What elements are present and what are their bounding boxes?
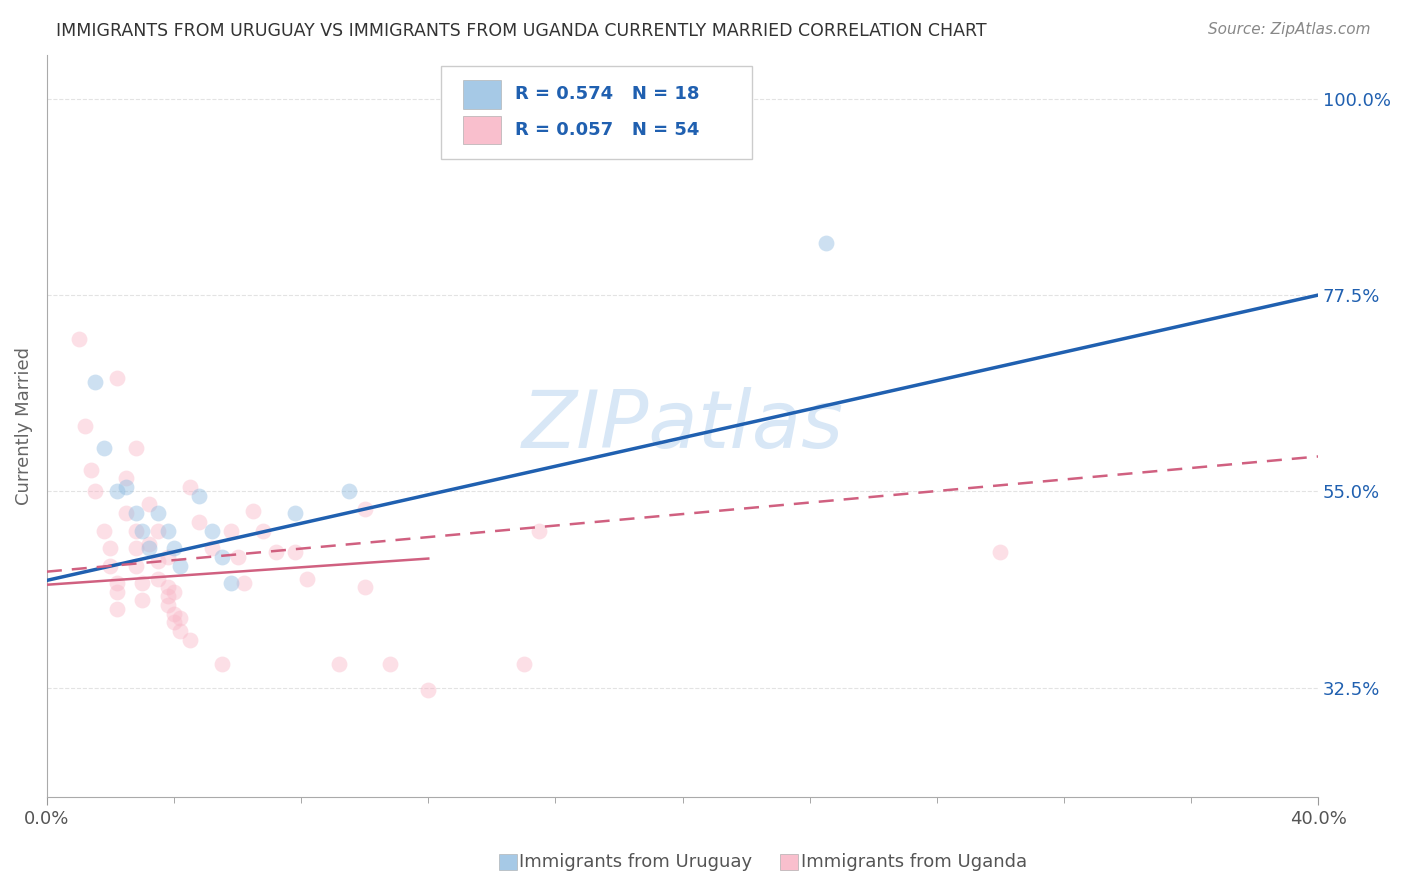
- Point: [211, 657, 233, 672]
- Point: [163, 607, 186, 621]
- Y-axis label: Currently Married: Currently Married: [15, 347, 32, 505]
- Point: [179, 632, 201, 647]
- Point: [188, 489, 211, 503]
- Point: [232, 576, 254, 591]
- Point: [226, 549, 249, 564]
- Point: [105, 484, 128, 499]
- Point: [73, 419, 96, 434]
- Point: [146, 506, 169, 520]
- Point: [156, 598, 179, 612]
- Point: [163, 584, 186, 599]
- Text: R = 0.057   N = 54: R = 0.057 N = 54: [515, 121, 699, 139]
- Point: [138, 498, 160, 512]
- Point: [80, 462, 103, 476]
- Point: [93, 524, 115, 538]
- Point: [284, 545, 307, 559]
- Point: [252, 524, 274, 538]
- Point: [146, 524, 169, 538]
- Point: [131, 593, 153, 607]
- Point: [131, 524, 153, 538]
- Point: [211, 549, 233, 564]
- Point: [529, 524, 551, 538]
- Point: [125, 506, 148, 520]
- Point: [163, 541, 186, 555]
- Text: Source: ZipAtlas.com: Source: ZipAtlas.com: [1208, 22, 1371, 37]
- Point: [105, 584, 128, 599]
- Point: [378, 657, 401, 672]
- Point: [337, 484, 360, 499]
- Point: [83, 484, 105, 499]
- FancyBboxPatch shape: [441, 66, 752, 159]
- Point: [179, 480, 201, 494]
- Point: [169, 624, 191, 638]
- Point: [115, 471, 138, 485]
- Text: ZIPatlas: ZIPatlas: [522, 387, 844, 465]
- Point: [156, 580, 179, 594]
- Point: [105, 371, 128, 385]
- Text: R = 0.574   N = 18: R = 0.574 N = 18: [515, 86, 699, 103]
- Point: [169, 611, 191, 625]
- Point: [138, 537, 160, 551]
- Point: [93, 441, 115, 455]
- Point: [297, 572, 319, 586]
- Text: Immigrants from Uruguay: Immigrants from Uruguay: [519, 853, 752, 871]
- Point: [163, 615, 186, 630]
- Point: [242, 503, 264, 517]
- Point: [328, 657, 350, 672]
- Point: [100, 558, 122, 573]
- Point: [512, 657, 534, 672]
- Point: [353, 501, 375, 516]
- Point: [125, 441, 148, 455]
- Point: [100, 541, 122, 555]
- Point: [219, 576, 242, 591]
- Point: [115, 480, 138, 494]
- Text: IMMIGRANTS FROM URUGUAY VS IMMIGRANTS FROM UGANDA CURRENTLY MARRIED CORRELATION : IMMIGRANTS FROM URUGUAY VS IMMIGRANTS FR…: [56, 22, 987, 40]
- Point: [105, 602, 128, 616]
- Point: [115, 506, 138, 520]
- Point: [988, 545, 1011, 559]
- Point: [264, 545, 287, 559]
- Point: [138, 541, 160, 555]
- Point: [219, 524, 242, 538]
- Point: [125, 524, 148, 538]
- Point: [125, 558, 148, 573]
- Point: [156, 549, 179, 564]
- Point: [146, 572, 169, 586]
- Point: [169, 558, 191, 573]
- FancyBboxPatch shape: [463, 116, 501, 145]
- Point: [201, 524, 224, 538]
- Point: [67, 332, 90, 346]
- Point: [105, 576, 128, 591]
- Point: [284, 506, 307, 520]
- Point: [201, 541, 224, 555]
- Point: [814, 235, 837, 250]
- Point: [146, 554, 169, 568]
- Point: [353, 580, 375, 594]
- Point: [83, 376, 105, 390]
- Point: [156, 589, 179, 603]
- Point: [156, 524, 179, 538]
- Point: [418, 683, 440, 698]
- Point: [188, 515, 211, 529]
- Point: [125, 541, 148, 555]
- Text: Immigrants from Uganda: Immigrants from Uganda: [800, 853, 1026, 871]
- Point: [131, 576, 153, 591]
- FancyBboxPatch shape: [463, 80, 501, 109]
